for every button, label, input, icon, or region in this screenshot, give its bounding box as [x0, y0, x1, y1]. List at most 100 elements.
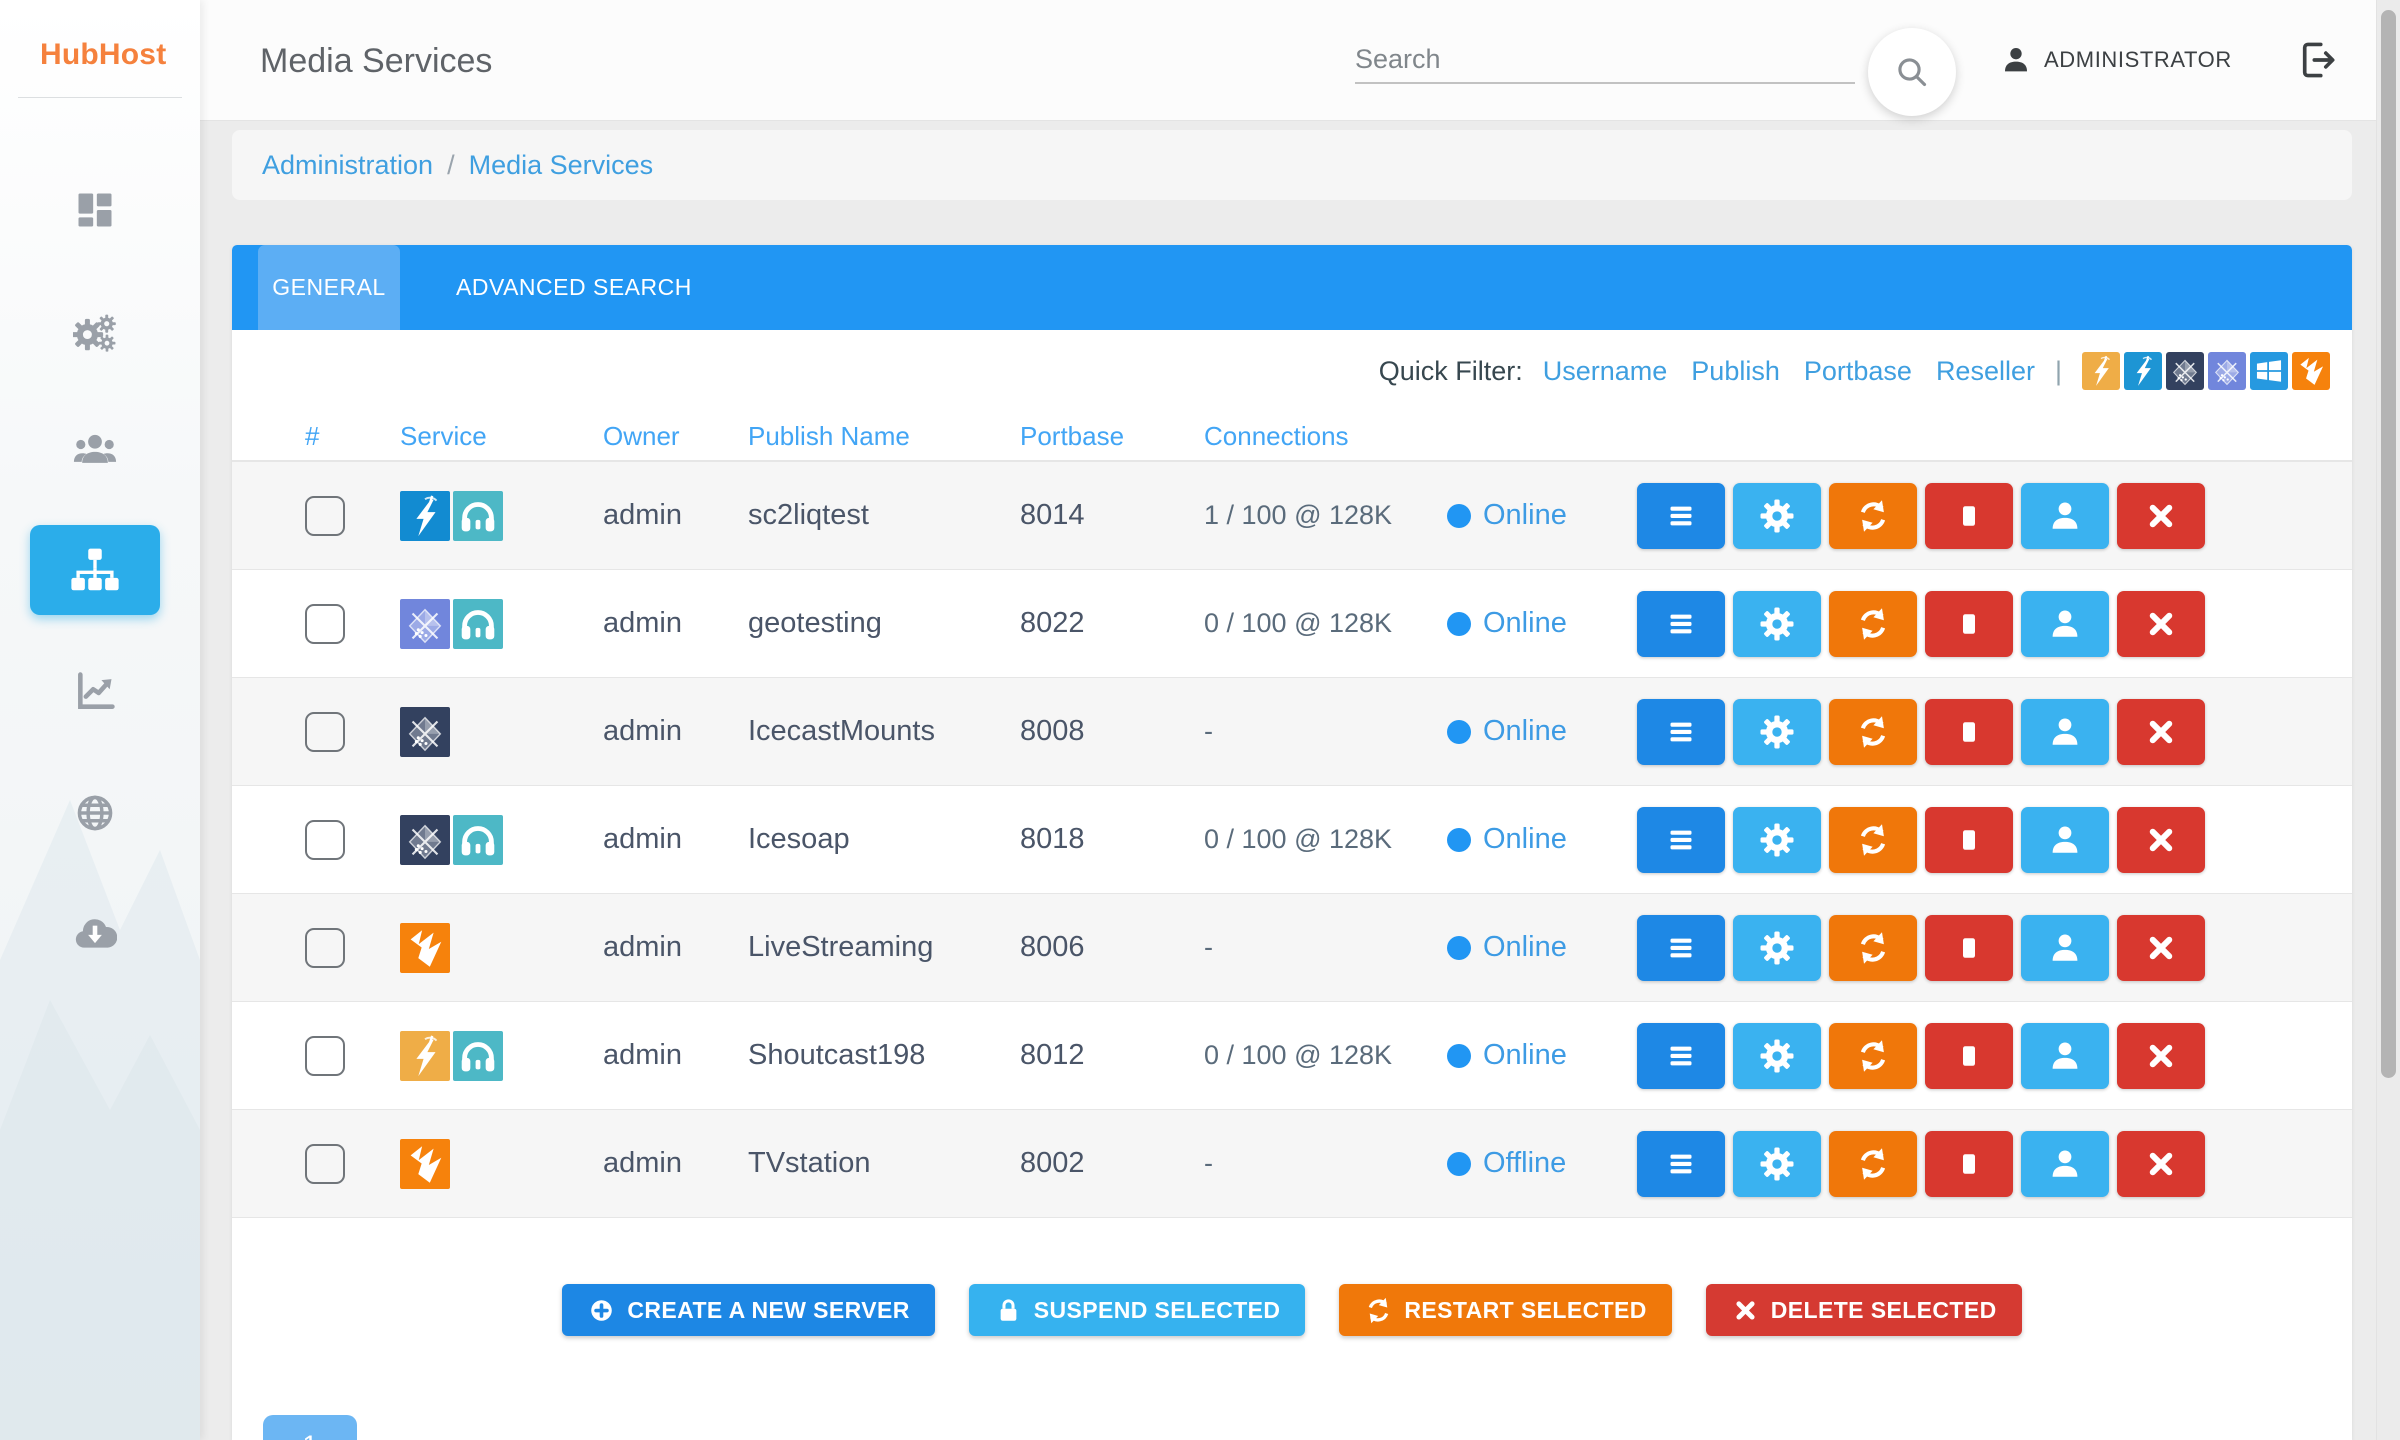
sidebar-item-settings[interactable] [73, 311, 117, 355]
status-dot [1447, 827, 1471, 852]
row-checkbox[interactable] [305, 495, 345, 536]
row-settings-button[interactable] [1733, 698, 1821, 765]
row-menu-button[interactable] [1637, 806, 1725, 873]
row-delete-button[interactable] [2117, 1022, 2205, 1089]
row-users-button[interactable] [2021, 698, 2109, 765]
row-users-button[interactable] [2021, 1130, 2109, 1197]
row-restart-button[interactable] [1829, 698, 1917, 765]
filter-icecast-icon[interactable] [2166, 352, 2204, 390]
row-restart-button[interactable] [1829, 914, 1917, 981]
row-restart-button[interactable] [1829, 482, 1917, 549]
hamburger-icon [1663, 1038, 1699, 1074]
sidebar-item-network[interactable] [73, 791, 117, 835]
suspend-selected-button[interactable]: SUSPEND SELECTED [968, 1284, 1306, 1336]
user-icon [2047, 606, 2083, 642]
row-menu-button[interactable] [1637, 1130, 1725, 1197]
row-settings-button[interactable] [1733, 1130, 1821, 1197]
refresh-icon [1855, 606, 1891, 642]
row-menu-button[interactable] [1637, 482, 1725, 549]
filter-shoutcast2-icon[interactable] [2124, 352, 2162, 390]
tab-general[interactable]: GENERAL [258, 245, 400, 330]
row-delete-button[interactable] [2117, 914, 2205, 981]
row-checkbox[interactable] [305, 819, 345, 860]
connections-cell: - [1204, 932, 1213, 962]
logout-button[interactable] [2296, 38, 2340, 82]
column-header-connections: Connections [1204, 420, 1349, 451]
row-checkbox[interactable] [305, 711, 345, 752]
create-new-server-button[interactable]: CREATE A NEW SERVER [562, 1284, 935, 1336]
dashboard-icon [73, 188, 117, 232]
row-restart-button[interactable] [1829, 1130, 1917, 1197]
row-stop-button[interactable] [1925, 914, 2013, 981]
breadcrumb-media-services[interactable]: Media Services [468, 149, 654, 180]
delete-selected-button[interactable]: DELETE SELECTED [1705, 1284, 2022, 1336]
row-checkbox[interactable] [305, 603, 345, 644]
row-settings-button[interactable] [1733, 482, 1821, 549]
filter-shoutcast1-icon[interactable] [2082, 352, 2120, 390]
sidebar-item-statistics[interactable] [73, 670, 117, 714]
quick-filter-publish[interactable]: Publish [1691, 355, 1780, 386]
row-stop-button[interactable] [1925, 698, 2013, 765]
row-checkbox[interactable] [305, 1035, 345, 1076]
quick-filter-reseller[interactable]: Reseller [1935, 355, 2035, 386]
row-restart-button[interactable] [1829, 806, 1917, 873]
row-checkbox[interactable] [305, 927, 345, 968]
row-settings-button[interactable] [1733, 590, 1821, 657]
table-row: admin Icesoap 8018 0 / 100 @ 128K Online [232, 786, 2352, 894]
row-menu-button[interactable] [1637, 590, 1725, 657]
quick-filter-portbase[interactable]: Portbase [1803, 355, 1912, 386]
sidebar-item-media-services[interactable] [30, 525, 160, 615]
row-stop-button[interactable] [1925, 1130, 2013, 1197]
row-stop-button[interactable] [1925, 1022, 2013, 1089]
row-users-button[interactable] [2021, 590, 2109, 657]
row-menu-button[interactable] [1637, 698, 1725, 765]
row-stop-button[interactable] [1925, 482, 2013, 549]
quick-filter-username[interactable]: Username [1542, 355, 1668, 386]
breadcrumb-administration[interactable]: Administration [262, 149, 434, 180]
row-menu-button[interactable] [1637, 914, 1725, 981]
row-menu-button[interactable] [1637, 1022, 1725, 1089]
row-delete-button[interactable] [2117, 1130, 2205, 1197]
sidebar-item-dashboard[interactable] [73, 188, 117, 232]
row-delete-button[interactable] [2117, 698, 2205, 765]
scrollbar-thumb[interactable] [2381, 10, 2396, 1078]
search-button[interactable] [1868, 28, 1956, 116]
sidebar-item-downloads[interactable] [73, 911, 117, 955]
pagination-page-1[interactable]: 1 [263, 1415, 357, 1440]
filter-windows-media-icon[interactable] [2250, 352, 2288, 390]
search-input[interactable] [1355, 36, 1855, 84]
row-users-button[interactable] [2021, 1022, 2109, 1089]
chart-line-icon [73, 670, 117, 714]
stop-icon [1951, 498, 1987, 534]
row-restart-button[interactable] [1829, 1022, 1917, 1089]
portbase-cell: 8022 [1020, 607, 1085, 639]
row-stop-button[interactable] [1925, 590, 2013, 657]
refresh-icon [1855, 1146, 1891, 1182]
scrollbar-track[interactable] [2376, 0, 2400, 1440]
row-checkbox[interactable] [305, 1143, 345, 1184]
row-users-button[interactable] [2021, 914, 2109, 981]
row-restart-button[interactable] [1829, 590, 1917, 657]
row-settings-button[interactable] [1733, 914, 1821, 981]
logout-icon [2296, 38, 2340, 82]
restart-selected-button[interactable]: RESTART SELECTED [1339, 1284, 1672, 1336]
hamburger-icon [1663, 498, 1699, 534]
table-row: admin sc2liqtest 8014 1 / 100 @ 128K Onl… [232, 462, 2352, 570]
status-dot [1447, 1151, 1471, 1176]
user-menu[interactable]: ADMINISTRATOR [2000, 0, 2232, 120]
row-delete-button[interactable] [2117, 590, 2205, 657]
row-settings-button[interactable] [1733, 806, 1821, 873]
filter-icecast2-icon[interactable] [2208, 352, 2246, 390]
row-settings-button[interactable] [1733, 1022, 1821, 1089]
row-users-button[interactable] [2021, 482, 2109, 549]
status-dot [1447, 503, 1471, 528]
row-users-button[interactable] [2021, 806, 2109, 873]
row-delete-button[interactable] [2117, 806, 2205, 873]
filter-wowza-icon[interactable] [2292, 352, 2330, 390]
row-delete-button[interactable] [2117, 482, 2205, 549]
status-dot [1447, 611, 1471, 636]
tab-advanced-search[interactable]: ADVANCED SEARCH [456, 274, 692, 300]
x-icon [2143, 930, 2179, 966]
row-stop-button[interactable] [1925, 806, 2013, 873]
sidebar-item-users[interactable] [73, 428, 117, 472]
